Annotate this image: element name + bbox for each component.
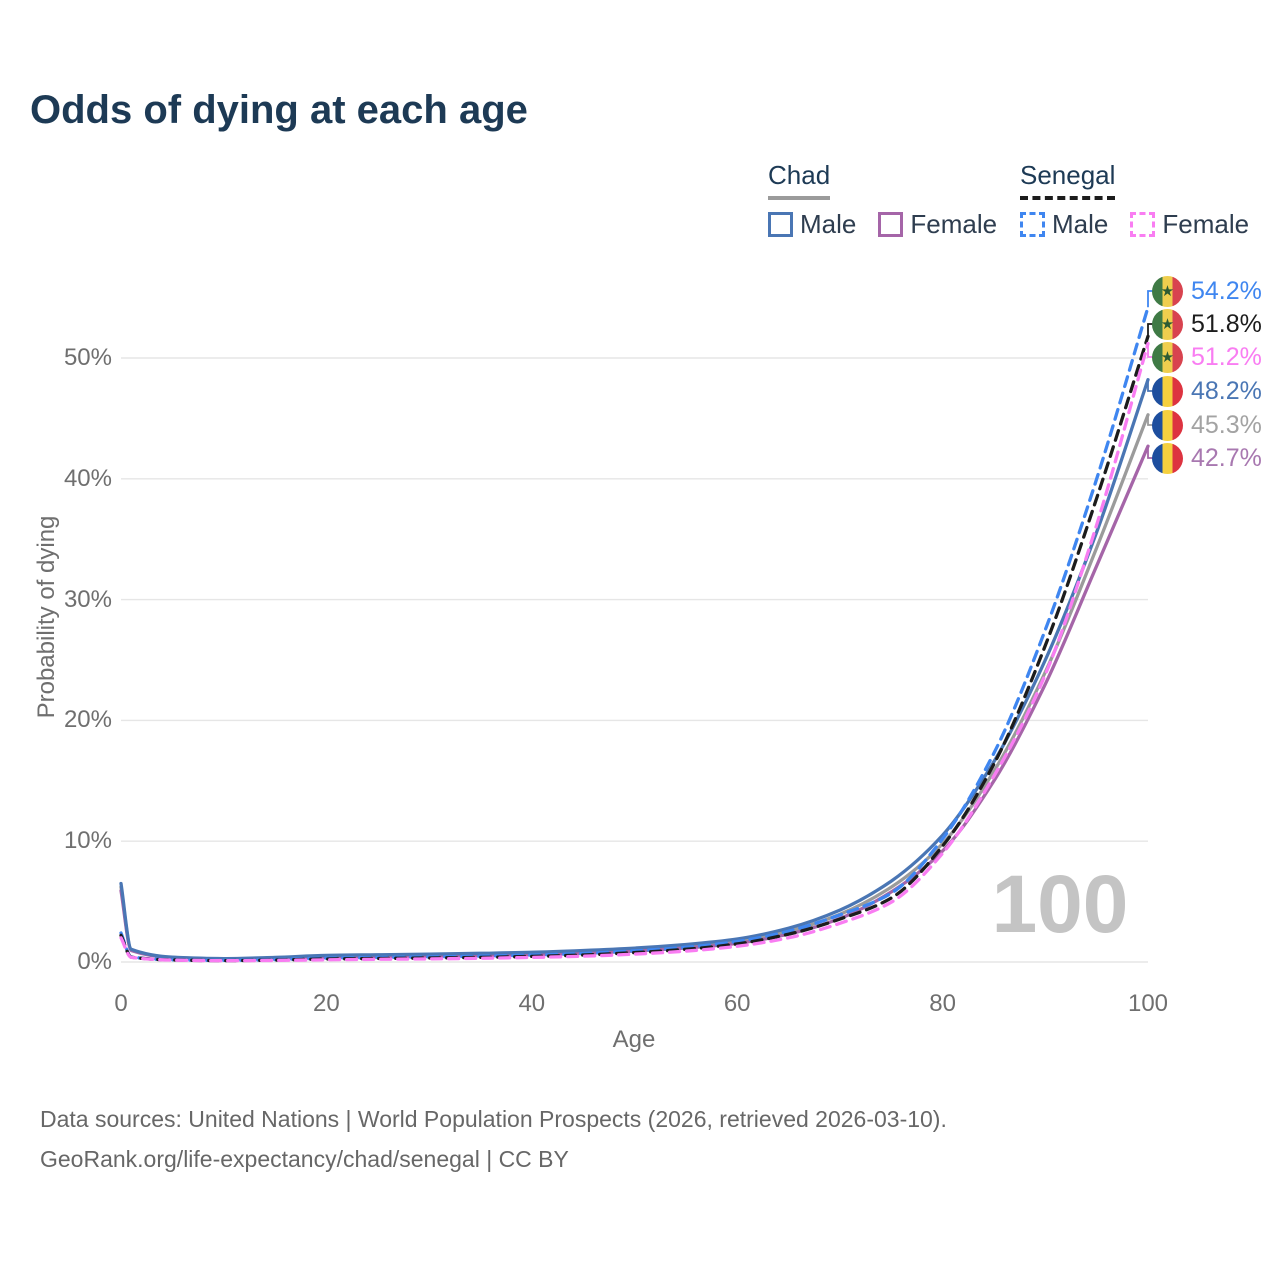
end-label-chad: 45.3%: [1152, 409, 1262, 441]
y-tick-label: 30%: [63, 585, 112, 613]
legend-group-chad: Chad Male Female: [768, 160, 997, 240]
y-tick-label: 10%: [63, 827, 112, 855]
legend-item-chad-female[interactable]: Female: [878, 209, 997, 240]
legend-items: Male Female: [1020, 209, 1249, 240]
x-tick-label: 0: [114, 990, 128, 1017]
legend-item-senegal-male[interactable]: Male: [1020, 209, 1108, 240]
x-tick-label: 40: [518, 990, 546, 1017]
senegal-flag-icon: ★: [1152, 341, 1183, 373]
x-tick-label: 60: [723, 990, 751, 1017]
age-counter-watermark: 100: [991, 859, 1129, 950]
legend-items: Male Female: [768, 209, 997, 240]
legend-header-chad[interactable]: Chad: [768, 160, 831, 200]
senegal-flag-icon: ★: [1152, 275, 1183, 307]
x-tick-label: 80: [929, 990, 956, 1017]
y-tick-label: 0%: [77, 948, 112, 975]
end-label-senegal-female: ★ 51.2%: [1152, 341, 1262, 373]
footer-sources: Data sources: United Nations | World Pop…: [40, 1106, 947, 1132]
chad-flag-icon: [1152, 442, 1183, 474]
footer-license: GeoRank.org/life-expectancy/chad/senegal…: [40, 1146, 569, 1172]
legend-item-label: Male: [800, 209, 857, 239]
flag-star-icon: ★: [1160, 315, 1175, 333]
series-line-senegal-female: [119, 341, 1150, 963]
page-title: Odds of dying at each age: [30, 88, 528, 132]
flag-star-icon: ★: [1160, 282, 1175, 300]
end-label-chad-female: 42.7%: [1152, 442, 1262, 474]
legend-swatch-icon: [1020, 212, 1045, 237]
legend-item-label: Female: [910, 209, 998, 239]
chad-flag-icon: [1152, 409, 1183, 441]
legend-swatch-icon: [878, 212, 904, 237]
flag-star-icon: ★: [1160, 348, 1175, 366]
end-label-chad-male: 48.2%: [1152, 375, 1262, 407]
y-tick-label: 20%: [63, 706, 112, 734]
legend-group-senegal: Senegal Male Female: [1020, 160, 1249, 240]
end-label-senegal-male: ★ 54.2%: [1152, 275, 1262, 307]
x-axis-title: Age: [612, 1026, 656, 1053]
end-value-label: 45.3%: [1191, 410, 1262, 439]
legend-item-label: Female: [1162, 209, 1250, 239]
end-value-label: 42.7%: [1191, 443, 1262, 472]
legend-swatch-icon: [1130, 212, 1156, 237]
legend-swatch-icon: [768, 212, 793, 237]
legend-item-label: Male: [1052, 209, 1109, 239]
series-line-senegal-male: [119, 305, 1150, 963]
y-tick-label: 40%: [63, 464, 112, 492]
end-value-label: 54.2%: [1191, 276, 1262, 305]
end-value-label: 51.8%: [1191, 309, 1262, 338]
end-value-label: 48.2%: [1191, 376, 1262, 405]
end-value-label: 51.2%: [1191, 342, 1262, 371]
legend-item-senegal-female[interactable]: Female: [1130, 209, 1249, 240]
chad-flag-icon: [1152, 375, 1183, 407]
end-label-senegal: ★ 51.8%: [1152, 308, 1262, 340]
y-tick-label: 50%: [63, 344, 112, 371]
legend-header-senegal[interactable]: Senegal: [1020, 160, 1116, 200]
x-tick-label: 100: [1127, 990, 1169, 1017]
legend-item-chad-male[interactable]: Male: [768, 209, 856, 240]
senegal-flag-icon: ★: [1152, 308, 1183, 340]
x-tick-label: 20: [313, 990, 340, 1017]
